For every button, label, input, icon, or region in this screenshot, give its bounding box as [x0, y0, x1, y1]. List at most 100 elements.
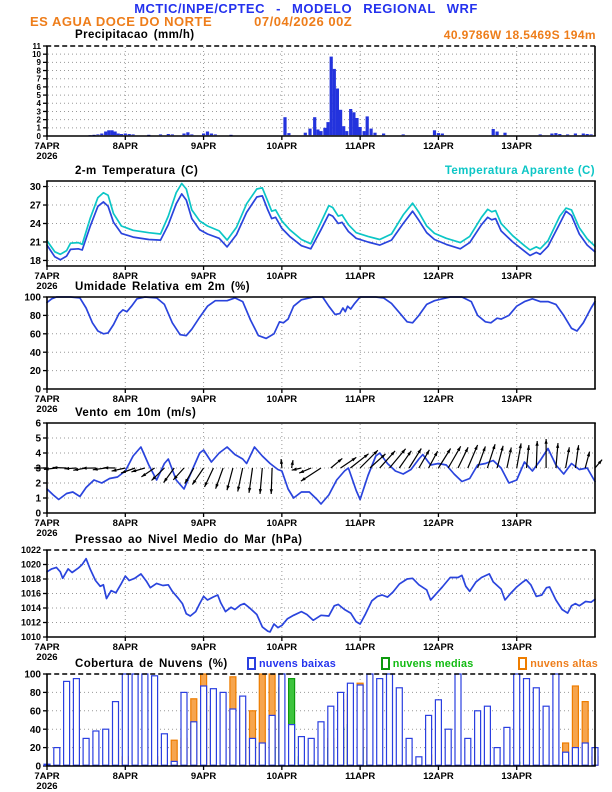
svg-text:80: 80 — [30, 688, 42, 699]
svg-text:2026: 2026 — [36, 652, 57, 663]
svg-text:7APR: 7APR — [34, 771, 59, 782]
svg-text:12APR: 12APR — [423, 271, 454, 282]
svg-text:1020: 1020 — [21, 560, 41, 570]
svg-text:8: 8 — [37, 66, 42, 75]
svg-text:100: 100 — [24, 293, 41, 304]
svg-text:13APR: 13APR — [501, 771, 532, 782]
svg-text:1010: 1010 — [21, 632, 41, 642]
panel-title-wind: Vento em 10m (m/s) — [75, 407, 197, 419]
low-clouds-label: nuvens baixas — [259, 657, 337, 670]
mid-clouds-swatch-icon — [380, 657, 390, 670]
svg-text:13APR: 13APR — [501, 271, 532, 282]
svg-text:8APR: 8APR — [113, 642, 138, 653]
svg-text:9APR: 9APR — [191, 771, 216, 782]
svg-text:7APR: 7APR — [34, 141, 59, 152]
svg-text:7APR: 7APR — [34, 394, 59, 405]
svg-text:27: 27 — [30, 201, 42, 212]
svg-text:9APR: 9APR — [191, 271, 216, 282]
legend-item-high-clouds: nuvens altas — [518, 657, 598, 670]
svg-text:7APR: 7APR — [34, 642, 59, 653]
svg-text:11APR: 11APR — [345, 394, 375, 405]
svg-text:9: 9 — [37, 58, 42, 67]
svg-text:4: 4 — [35, 449, 41, 460]
svg-text:10APR: 10APR — [267, 642, 298, 653]
svg-text:10APR: 10APR — [267, 771, 298, 782]
high-clouds-swatch-icon — [518, 657, 528, 670]
svg-text:9APR: 9APR — [191, 141, 216, 152]
svg-text:6: 6 — [35, 419, 41, 430]
svg-text:21: 21 — [30, 238, 42, 249]
svg-text:7APR: 7APR — [34, 271, 59, 282]
svg-text:4: 4 — [37, 99, 42, 108]
svg-text:8APR: 8APR — [113, 271, 138, 282]
svg-text:2026: 2026 — [36, 151, 57, 162]
svg-text:10APR: 10APR — [267, 141, 298, 152]
svg-text:2: 2 — [35, 479, 41, 490]
low-clouds-swatch-icon — [247, 657, 256, 670]
panel-title-clouds: Cobertura de Nuvens (%) — [75, 658, 228, 670]
svg-text:100: 100 — [24, 670, 41, 681]
svg-text:10: 10 — [32, 50, 41, 59]
page-title: MCTIC/INPE/CPTEC - MODELO REGIONAL WRF — [134, 1, 478, 16]
svg-text:10APR: 10APR — [267, 518, 298, 529]
location-label: 40.9786W 18.5469S 194m — [443, 28, 596, 42]
svg-text:12APR: 12APR — [423, 141, 454, 152]
svg-text:13APR: 13APR — [501, 141, 532, 152]
mid-clouds-label: nuvens medias — [392, 657, 474, 670]
station-line: ES AGUA DOCE DO NORTE 07/04/2026 00Z — [30, 14, 352, 29]
svg-text:12APR: 12APR — [423, 771, 454, 782]
svg-text:9APR: 9APR — [191, 642, 216, 653]
station-name: ES AGUA DOCE DO NORTE — [30, 14, 213, 29]
svg-text:40: 40 — [30, 348, 42, 359]
svg-text:5: 5 — [35, 434, 41, 445]
svg-text:1022: 1022 — [21, 545, 41, 555]
svg-text:11APR: 11APR — [345, 518, 375, 529]
svg-text:20: 20 — [30, 366, 42, 377]
svg-text:0: 0 — [35, 385, 41, 396]
svg-text:80: 80 — [30, 311, 42, 322]
svg-text:24: 24 — [30, 219, 42, 230]
svg-text:1016: 1016 — [21, 589, 41, 599]
panel-title-humidity: Umidade Relativa em 2m (%) — [75, 281, 250, 293]
svg-text:2026: 2026 — [36, 404, 57, 415]
panel-title-precipitation: Precipitacao (mm/h) — [75, 29, 195, 41]
legend-item-low-clouds: nuvens baixas — [247, 657, 336, 670]
high-clouds-label: nuvens altas — [530, 657, 598, 670]
svg-text:13APR: 13APR — [501, 394, 532, 405]
svg-text:1012: 1012 — [21, 618, 41, 628]
svg-text:2: 2 — [37, 116, 42, 125]
svg-text:0: 0 — [37, 132, 42, 141]
svg-text:12APR: 12APR — [423, 518, 454, 529]
svg-text:9APR: 9APR — [191, 394, 216, 405]
svg-text:30: 30 — [30, 182, 42, 193]
cloud-legend: nuvens baixas nuvens medias nuvens altas — [247, 657, 598, 670]
svg-text:11APR: 11APR — [345, 642, 375, 653]
svg-text:7: 7 — [37, 75, 42, 84]
svg-text:8APR: 8APR — [113, 771, 138, 782]
svg-text:12APR: 12APR — [423, 642, 454, 653]
svg-text:12APR: 12APR — [423, 394, 454, 405]
svg-text:3: 3 — [37, 107, 42, 116]
run-datetime: 07/04/2026 00Z — [254, 14, 353, 29]
svg-text:8APR: 8APR — [113, 518, 138, 529]
svg-text:60: 60 — [30, 329, 42, 340]
svg-text:1: 1 — [35, 494, 41, 505]
svg-text:1018: 1018 — [21, 574, 41, 584]
svg-text:2026: 2026 — [36, 781, 57, 792]
svg-text:20: 20 — [30, 743, 42, 754]
svg-text:11APR: 11APR — [345, 771, 375, 782]
svg-text:11APR: 11APR — [345, 141, 375, 152]
svg-text:10APR: 10APR — [267, 394, 298, 405]
svg-text:8APR: 8APR — [113, 141, 138, 152]
svg-text:7APR: 7APR — [34, 518, 59, 529]
svg-text:2026: 2026 — [36, 281, 57, 292]
svg-text:8APR: 8APR — [113, 394, 138, 405]
svg-text:0: 0 — [35, 762, 41, 773]
svg-text:11APR: 11APR — [345, 271, 375, 282]
svg-text:1: 1 — [37, 124, 42, 133]
svg-text:1014: 1014 — [21, 603, 41, 613]
svg-text:18: 18 — [30, 256, 42, 267]
svg-text:11: 11 — [33, 42, 42, 51]
svg-text:9APR: 9APR — [191, 518, 216, 529]
